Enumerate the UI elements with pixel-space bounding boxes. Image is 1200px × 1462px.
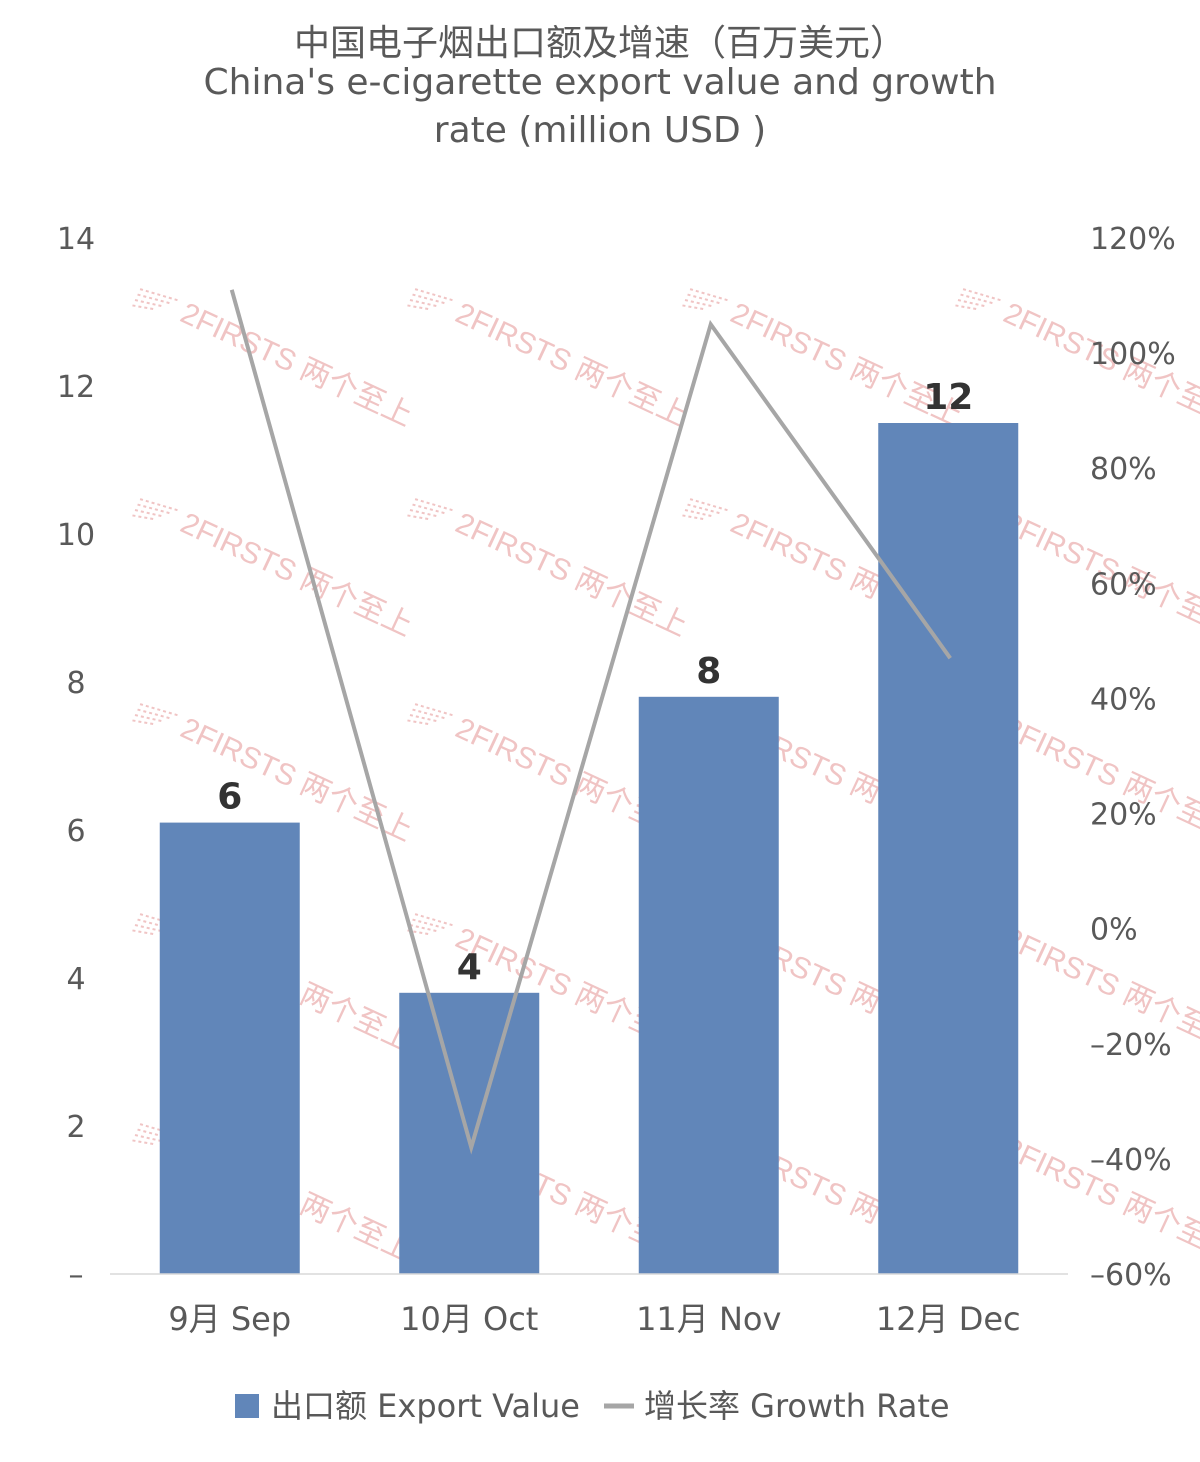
watermark-mark [139,1123,180,1137]
left-axis-tick-label: 8 [66,666,85,701]
watermark-mark [409,299,439,308]
watermark-text: 2FIRSTS 两个至上 [451,507,693,643]
watermark-mark [414,498,455,512]
bar-series [159,423,1019,1274]
watermark-mark [409,924,439,933]
left-axis-tick-label: 4 [66,962,85,997]
right-axis-tick-label: –40% [1090,1143,1172,1178]
watermark-mark [414,913,455,927]
watermark-mark [407,719,431,726]
watermark-mark [689,288,730,302]
x-axis-tick-label: 11月 Nov [636,1300,781,1338]
watermark-mark [139,498,180,512]
left-axis-tick-label: 2 [66,1110,85,1145]
watermark-mark [957,299,987,308]
bar [878,423,1019,1274]
chart-title-en-1: China's e-cigarette export value and gro… [203,62,997,103]
right-axis-tick-label: 20% [1090,798,1157,833]
watermark-mark [132,304,156,311]
bar [159,822,300,1274]
watermark-mark [955,304,979,311]
watermark-mark [134,714,164,723]
watermark-mark [412,708,447,720]
legend: 出口额 Export Value 增长率 Growth Rate [235,1387,950,1425]
watermark-mark [134,924,164,933]
watermark-mark [414,703,455,717]
right-axis-tick-label: 40% [1090,682,1157,717]
watermark-mark [137,293,172,305]
watermark-mark [412,503,447,515]
x-axis-tick-label: 9月 Sep [168,1300,291,1338]
right-axis-tick-label: 0% [1090,913,1138,948]
watermark-mark [412,293,447,305]
watermark: 2FIRSTS 两个至上 [407,498,693,643]
left-axis-tick-label: 12 [57,370,95,405]
watermark-mark [407,304,431,311]
right-axis-tick-label: 60% [1090,567,1157,602]
watermark-mark [132,929,156,936]
watermark-mark [134,509,164,518]
watermark-text: 2FIRSTS 两个至上 [176,297,418,433]
watermark-mark [407,514,431,521]
bar-data-label: 6 [217,777,242,818]
watermark-mark [689,498,730,512]
watermark-mark [134,299,164,308]
axes: – 2 4 6 8 10 12 14 –60% –40% –20% 0% 20% 40% 60% 80% 100… [57,222,1176,1338]
x-axis-tick-label: 12月 Dec [876,1300,1021,1338]
watermark-mark [139,703,180,717]
left-axis-tick-label: – [69,1258,84,1293]
watermark-mark [132,719,156,726]
x-axis-tick-label: 10月 Oct [400,1300,538,1338]
right-axis-tick-label: 100% [1090,337,1176,372]
watermark-mark [684,509,714,518]
watermark-mark [414,288,455,302]
watermark-mark [684,299,714,308]
watermark-mark [132,514,156,521]
watermark-mark [962,288,1003,302]
legend-swatch-export-value [235,1394,259,1418]
watermark: 2FIRSTS 两个至上 [132,288,418,433]
right-axis-tick-label: –20% [1090,1028,1172,1063]
bar-data-label: 12 [923,377,973,418]
watermark-mark [409,714,439,723]
watermark: 2FIRSTS 两个至上 [132,498,418,643]
watermark-mark [687,503,722,515]
chart-title-en-2: rate (million USD ) [433,110,767,151]
left-axis-tick-label: 14 [57,222,95,257]
bar-data-label: 8 [696,651,721,692]
watermark-mark [682,304,706,311]
watermark-mark [687,293,722,305]
right-axis-tick-label: 120% [1090,222,1176,257]
watermark-mark [682,514,706,521]
legend-label-growth-rate: 增长率 Growth Rate [644,1387,950,1425]
bar-data-label: 4 [457,947,482,988]
right-axis-tick-label: 80% [1090,452,1157,487]
watermark-mark [412,918,447,930]
bar [638,696,779,1274]
right-axis-tick-label: –60% [1090,1258,1172,1293]
watermark-mark [139,288,180,302]
watermark-mark [137,503,172,515]
watermark-mark [134,1134,164,1143]
legend-label-export-value: 出口额 Export Value [271,1387,580,1425]
data-labels: 6 4 8 12 [217,377,973,988]
left-axis-tick-label: 10 [57,518,95,553]
watermark-mark [137,708,172,720]
watermark-mark [960,293,995,305]
watermark-mark [139,913,180,927]
growth-rate-line [229,289,952,1155]
watermark: 2FIRSTS 两个至上 [407,288,693,433]
left-axis-tick-label: 6 [66,814,85,849]
watermark-text: 2FIRSTS 两个至上 [451,297,693,433]
line-series [229,289,952,1155]
watermark-mark [409,509,439,518]
chart-title-zh: 中国电子烟出口额及增速（百万美元） [293,23,906,64]
watermark-mark [132,1139,156,1146]
watermark-mark [407,929,431,936]
